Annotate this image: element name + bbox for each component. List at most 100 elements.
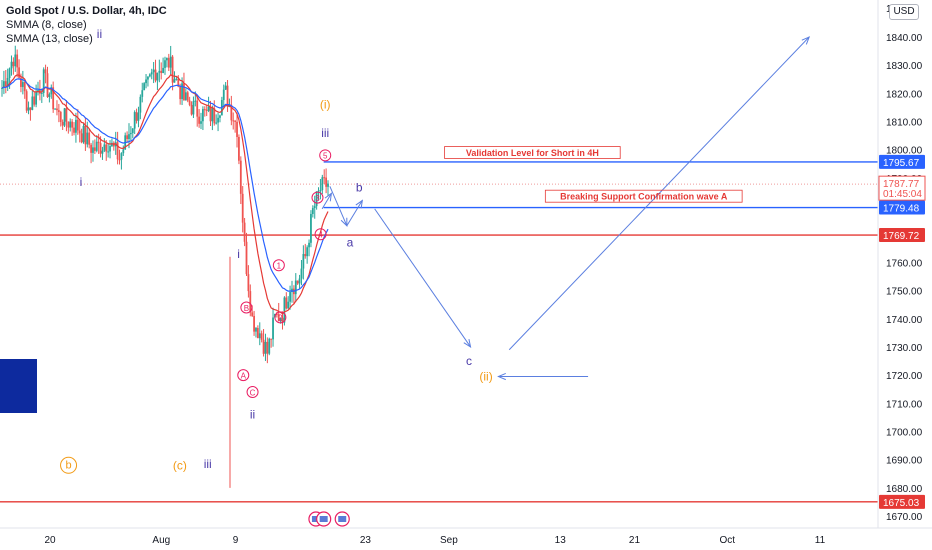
wave-label: 2 — [278, 314, 283, 323]
time-tick-label: 13 — [555, 535, 567, 546]
wave-label: b — [356, 181, 363, 195]
candle-body — [310, 213, 312, 243]
price-tick-label: 1690.00 — [886, 456, 923, 467]
candle-body — [300, 268, 303, 279]
candle-body — [29, 107, 32, 110]
candle-body — [226, 85, 229, 107]
candle-body — [222, 89, 225, 101]
candle-body — [133, 112, 136, 129]
candle-body — [88, 132, 91, 145]
time-tick-label: 21 — [629, 535, 641, 546]
candle-body — [92, 147, 94, 153]
price-axis: 1670.00 1680.00 1690.00 1700.00 1710.00 1720.… — [877, 0, 932, 550]
level-price-label: 1779.48 — [883, 204, 920, 215]
candle-body — [154, 69, 157, 81]
candle-body — [198, 116, 201, 124]
wave-label: b — [65, 460, 71, 472]
candle-body — [251, 312, 254, 316]
candle-body — [167, 58, 170, 68]
candle-body — [260, 333, 263, 340]
projection-arrow-c — [374, 208, 471, 348]
wave-label: ii — [250, 408, 255, 422]
candle-body — [183, 83, 185, 100]
wave-labels: Validation Level for Short in 4H Breaking… — [0, 27, 743, 474]
time-tick-label: 9 — [233, 535, 239, 546]
candle-body — [76, 119, 79, 131]
wave-label-circle — [319, 149, 332, 162]
candle-body — [122, 149, 125, 154]
candle-body — [147, 76, 149, 80]
candle-body — [323, 177, 326, 179]
wave-label-circle — [274, 311, 287, 324]
candle-body — [160, 70, 163, 74]
candle-body — [209, 106, 212, 122]
time-tick-label: 23 — [360, 535, 372, 546]
candle-body — [277, 314, 280, 322]
projection-arrow-c-head — [463, 339, 472, 348]
candle-body — [319, 190, 322, 192]
candle-body — [12, 61, 15, 67]
candle-body — [181, 83, 183, 100]
candle-body — [78, 130, 81, 134]
projection-arrow-b-head — [355, 199, 363, 209]
candle-body — [48, 94, 51, 97]
price-tick-label: 1840.00 — [886, 33, 923, 44]
projection-arrow-target-head — [801, 36, 811, 45]
wave-label: 3 — [315, 194, 320, 203]
wave-label: iii — [204, 457, 212, 471]
candle-body — [158, 70, 161, 73]
candle-body — [90, 144, 92, 153]
candle-body — [177, 78, 180, 87]
candle-body — [135, 112, 138, 121]
candle-body — [164, 60, 166, 68]
candle-body — [256, 327, 259, 339]
candle-body — [287, 301, 290, 309]
candle-body — [162, 67, 165, 74]
wave-box — [0, 359, 37, 413]
candle-body — [325, 177, 328, 187]
candle-body — [99, 143, 102, 154]
level-price-label: 1769.72 — [883, 231, 920, 242]
wave-label: (ii) — [479, 370, 492, 384]
candle-body — [21, 82, 24, 87]
candle-body — [200, 121, 202, 124]
annotation-box — [444, 146, 621, 159]
candle-body — [126, 135, 128, 139]
candle-body — [262, 339, 265, 354]
moving-averages — [1, 74, 329, 315]
price-tick-label: 1800.00 — [886, 146, 923, 157]
price-tick-label: 1830.00 — [886, 61, 923, 72]
candle-body — [281, 317, 284, 323]
candle-body — [150, 72, 153, 75]
flag-icon — [311, 516, 320, 522]
candle-body — [129, 133, 132, 135]
candle-body — [234, 120, 237, 122]
candle-body — [4, 81, 7, 87]
indicator-smma-13[interactable]: SMMA (13, close) — [6, 33, 93, 45]
candle-body — [33, 96, 36, 105]
wave-label: i — [80, 175, 83, 189]
time-tick-label: Sep — [440, 535, 458, 546]
level-price-label: 1795.67 — [883, 158, 920, 169]
candle-body — [238, 136, 240, 161]
candle-body — [67, 121, 70, 128]
candle-body — [57, 110, 60, 113]
candle-body — [86, 132, 89, 145]
candle-body — [255, 327, 257, 332]
wave-label-circle — [240, 301, 253, 314]
indicator-smma-8[interactable]: SMMA (8, close) — [6, 19, 87, 31]
candle-body — [173, 79, 176, 83]
wave-label: A — [241, 371, 247, 380]
projection-arrow-target — [508, 36, 810, 351]
time-tick-label: 11 — [815, 535, 826, 546]
candle-body — [148, 74, 151, 77]
smma-8-line — [1, 74, 329, 315]
current-price-tag — [878, 175, 926, 201]
smma-13-line — [1, 78, 329, 292]
candle-body — [71, 121, 74, 128]
candle-body — [169, 56, 172, 68]
candle-body — [321, 177, 324, 191]
candle-body — [27, 107, 30, 111]
currency-button[interactable]: USD — [889, 4, 919, 20]
